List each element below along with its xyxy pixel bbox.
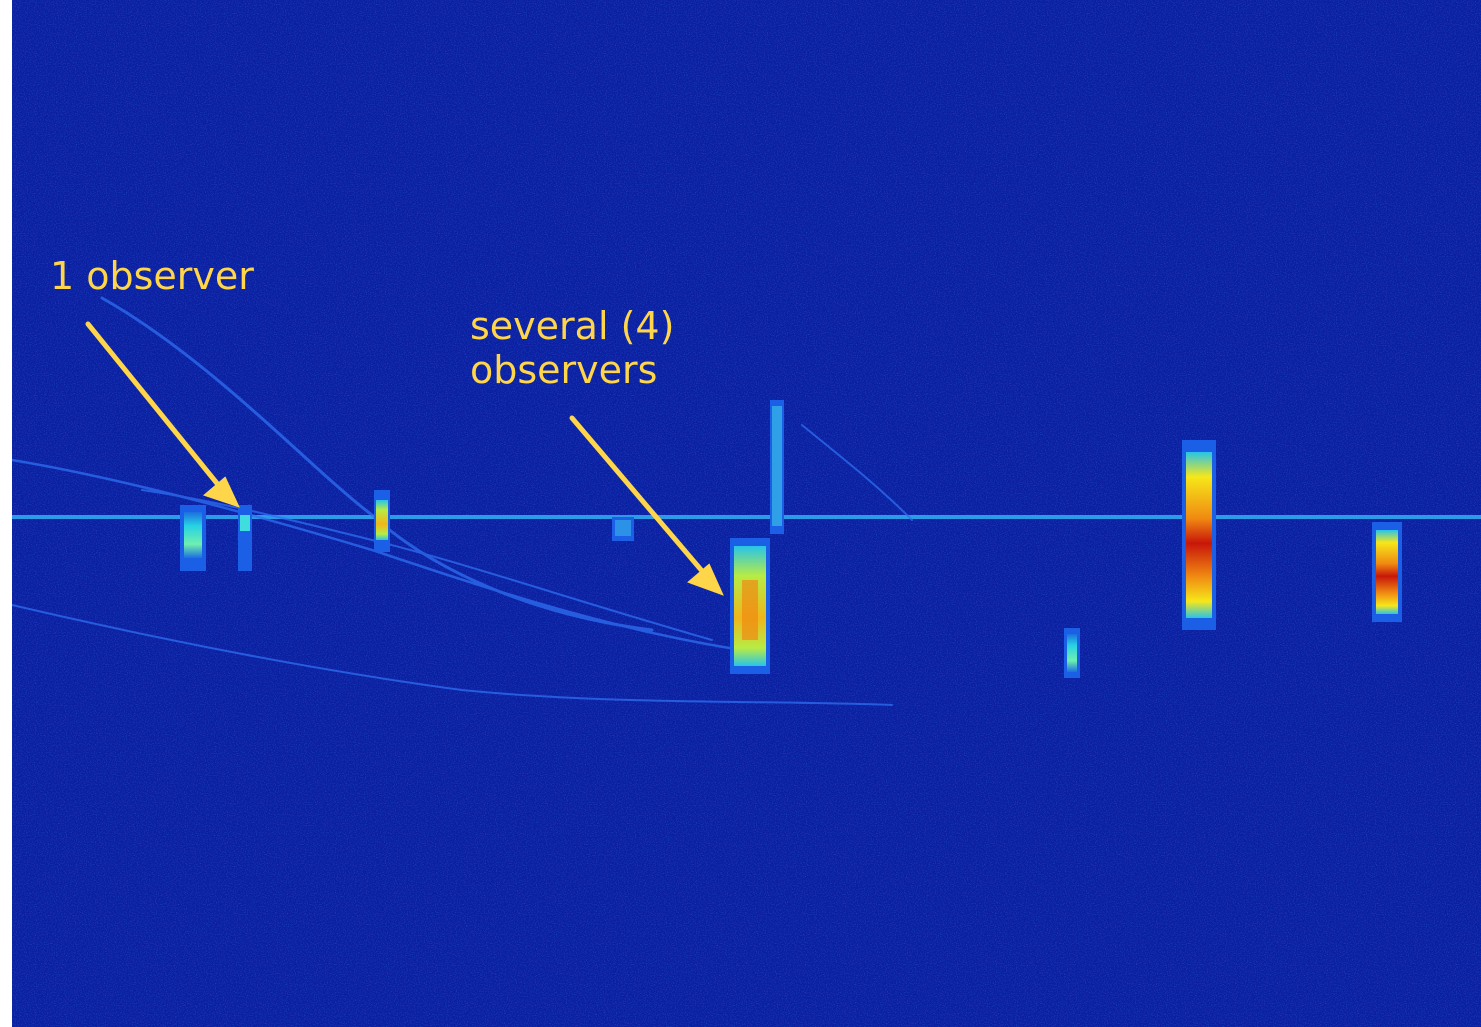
meteor-echo-2 bbox=[238, 505, 252, 571]
carrier-line bbox=[12, 515, 1481, 519]
annotation-several-line2: observers bbox=[470, 348, 658, 392]
annotation-several-observers: several (4) observers bbox=[470, 304, 674, 392]
spectrogram-noise bbox=[12, 0, 1481, 1027]
satellite-trail-5 bbox=[801, 424, 913, 521]
satellite-trail-4 bbox=[12, 604, 893, 706]
annotation-one-observer: 1 observer bbox=[50, 254, 254, 298]
spectrogram-image bbox=[12, 0, 1481, 1027]
annotation-several-line1: several (4) bbox=[470, 304, 675, 348]
